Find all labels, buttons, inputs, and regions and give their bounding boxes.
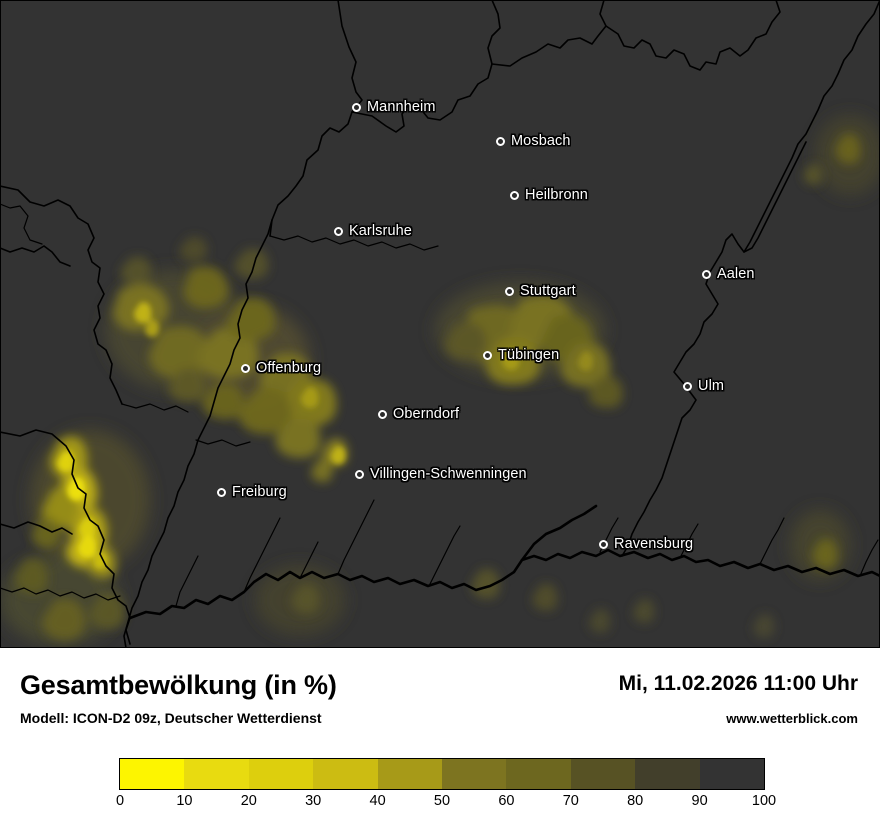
footer-panel: Gesamtbewölkung (in %) Modell: ICON-D2 0… <box>0 648 880 830</box>
colorbar-segment-4 <box>377 759 443 789</box>
administrative-borders <box>0 0 880 648</box>
colorbar-tick-30: 30 <box>305 793 322 809</box>
city-label: Mannheim <box>367 99 436 115</box>
city-dot-icon <box>355 469 364 479</box>
colorbar-segment-9 <box>699 759 765 789</box>
map-panel[interactable]: Mannheim Mosbach Heilbronn Karlsruhe Aalen St… <box>0 0 880 648</box>
colorbar-tick-labels: 0 10 20 30 40 50 60 70 80 90 100 <box>115 793 776 815</box>
colorbar-tick-90: 90 <box>691 793 708 809</box>
model-subtitle: Modell: ICON-D2 09z, Deutscher Wetterdie… <box>20 710 322 726</box>
city-dot-icon <box>510 190 519 200</box>
city-marker-heilbronn[interactable]: Heilbronn <box>510 187 588 203</box>
city-label: Karlsruhe <box>349 223 412 239</box>
city-marker-ulm[interactable]: Ulm <box>683 378 724 394</box>
city-marker-t-bingen[interactable]: Tübingen <box>483 347 559 363</box>
city-marker-oberndorf[interactable]: Oberndorf <box>378 406 459 422</box>
city-label: Mosbach <box>511 133 571 149</box>
city-dot-icon <box>241 363 250 373</box>
city-dot-icon <box>483 350 492 360</box>
city-label: Ulm <box>698 378 725 394</box>
colorbar-tick-0: 0 <box>115 793 125 809</box>
city-dot-icon <box>378 409 387 419</box>
city-marker-stuttgart[interactable]: Stuttgart <box>505 283 576 299</box>
colorbar-tick-40: 40 <box>369 793 386 809</box>
city-label: Offenburg <box>256 360 322 376</box>
colorbar-tick-50: 50 <box>433 793 451 809</box>
city-dot-icon <box>683 381 692 391</box>
colorbar-segment-2 <box>248 759 314 789</box>
colorbar-tick-70: 70 <box>562 793 579 809</box>
city-label: Stuttgart <box>520 283 576 299</box>
colorbar-tick-80: 80 <box>627 793 644 809</box>
city-label: Heilbronn <box>525 187 588 203</box>
city-dot-icon <box>702 269 711 279</box>
city-marker-mosbach[interactable]: Mosbach <box>496 133 571 149</box>
colorbar-segment-6 <box>506 759 571 789</box>
city-marker-mannheim[interactable]: Mannheim <box>352 99 436 115</box>
city-label: Freiburg <box>232 484 287 500</box>
city-label: Tübingen <box>498 347 560 363</box>
city-marker-freiburg[interactable]: Freiburg <box>217 484 287 500</box>
colorbar-tick-20: 20 <box>240 793 257 809</box>
city-dot-icon <box>599 539 608 549</box>
colorbar-segment-7 <box>570 759 636 789</box>
website-label: www.wetterblick.com <box>726 711 858 726</box>
colorbar-segment-0 <box>120 759 185 789</box>
city-label: Ravensburg <box>614 536 694 552</box>
city-marker-villingen-schwenningen[interactable]: Villingen-Schwenningen <box>355 466 527 482</box>
city-dot-icon <box>505 286 514 296</box>
colorbar-segment-3 <box>313 759 378 789</box>
colorbar-tick-10: 10 <box>176 793 193 809</box>
page-title: Gesamtbewölkung (in %) <box>20 670 337 700</box>
colorbar-segment-8 <box>635 759 700 789</box>
city-label: Villingen-Schwenningen <box>370 466 527 482</box>
city-dot-icon <box>334 226 343 236</box>
city-dot-icon <box>217 487 226 497</box>
city-marker-offenburg[interactable]: Offenburg <box>241 360 321 376</box>
colorbar-gradient <box>119 758 765 790</box>
city-marker-karlsruhe[interactable]: Karlsruhe <box>334 223 412 239</box>
city-label: Aalen <box>717 266 755 282</box>
city-dot-icon <box>496 136 505 146</box>
colorbar-legend: 0 10 20 30 40 50 60 70 80 90 100 <box>115 758 776 815</box>
city-label: Oberndorf <box>393 406 460 422</box>
city-marker-aalen[interactable]: Aalen <box>702 266 755 282</box>
city-dot-icon <box>352 102 361 112</box>
city-marker-ravensburg[interactable]: Ravensburg <box>599 536 693 552</box>
city-label-layer: Mannheim Mosbach Heilbronn Karlsruhe Aalen St… <box>217 99 755 552</box>
colorbar-tick-60: 60 <box>498 793 515 809</box>
valid-datetime: Mi, 11.02.2026 11:00 Uhr <box>618 672 858 695</box>
colorbar-segment-5 <box>442 759 507 789</box>
colorbar-tick-100: 100 <box>751 793 777 809</box>
colorbar-segment-1 <box>184 759 249 789</box>
